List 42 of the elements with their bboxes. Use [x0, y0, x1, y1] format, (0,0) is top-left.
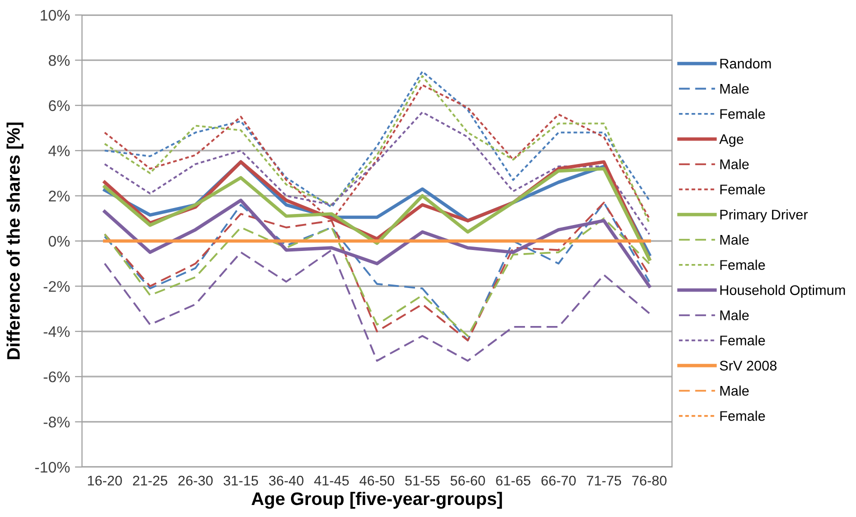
y-tick-label: 8%	[48, 55, 70, 66]
line-series	[104, 111, 650, 236]
x-tick-label: 21-25	[133, 476, 168, 486]
legend-label: Female	[720, 260, 765, 270]
legend-label: Male	[720, 159, 749, 170]
y-tick-label: -2%	[44, 281, 70, 292]
x-tick-label: 61-65	[496, 476, 530, 486]
x-tick-label: 56-60	[450, 476, 485, 486]
legend-label: Random	[720, 58, 771, 69]
legend-label: Male	[720, 234, 749, 245]
legend-label: SrV 2008	[720, 360, 777, 371]
legend-label: Female	[720, 184, 765, 194]
y-tick-label: 6%	[48, 100, 70, 112]
y-tick-label: -10%	[35, 462, 70, 473]
legend-label: Male	[720, 310, 749, 320]
x-tick-label: 26-30	[178, 476, 213, 486]
y-tick-label: -6%	[44, 371, 70, 382]
legend-label: Age	[719, 134, 744, 147]
x-tick-label: 76-80	[632, 476, 667, 486]
y-axis-title: Difference of the shares [%]	[6, 122, 24, 360]
x-tick-label: 51-55	[405, 476, 440, 486]
legend-label: Female	[720, 410, 765, 421]
y-tick-label: 10%	[40, 10, 70, 21]
y-tick-label: 0%	[48, 236, 70, 247]
y-tick-label: 2%	[48, 190, 70, 202]
legend-label: Male	[720, 386, 749, 396]
legend-label: Household Optimum	[720, 284, 845, 298]
x-tick-label: 46-50	[360, 476, 394, 486]
legend-label: Male	[720, 84, 749, 94]
x-tick-label: 31-15	[224, 476, 258, 486]
x-tick-label: 36-40	[269, 476, 304, 486]
legend-label: Female	[720, 335, 765, 346]
x-tick-label: 71-75	[586, 476, 622, 486]
x-tick-label: 41-45	[314, 476, 349, 486]
y-tick-label: -4%	[44, 326, 70, 338]
y-tick-label: 4%	[48, 146, 70, 156]
legend-label: Female	[720, 108, 765, 119]
legend-label: Primary Driver	[720, 209, 808, 222]
x-tick-label: 16-20	[88, 476, 122, 486]
x-tick-label: 66-70	[541, 476, 576, 486]
y-tick-label: -8%	[44, 416, 70, 428]
x-axis-title: Age Group [five-year-groups]	[252, 492, 502, 509]
